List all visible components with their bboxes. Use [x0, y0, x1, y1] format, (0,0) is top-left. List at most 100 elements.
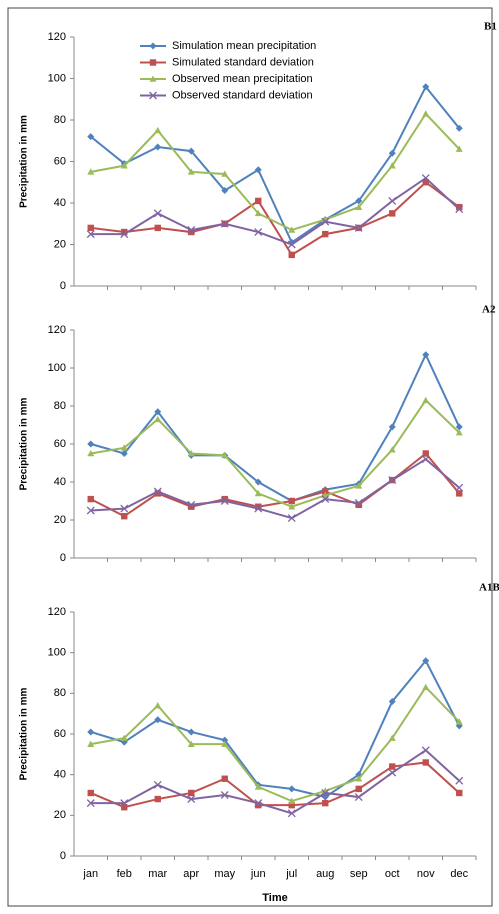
- y-tick-label: 100: [48, 72, 66, 84]
- point: [120, 444, 128, 451]
- point: [355, 501, 362, 508]
- point: [154, 143, 162, 151]
- point: [154, 490, 161, 497]
- point: [455, 429, 463, 436]
- point: [87, 440, 95, 448]
- series-line: [90, 685, 460, 803]
- y-tick-label: 0: [60, 850, 66, 862]
- y-tick-label: 20: [54, 514, 66, 526]
- y-axis-title: Precipitation in mm: [19, 115, 30, 208]
- point: [149, 91, 157, 100]
- point: [154, 408, 162, 416]
- x-tick-label: feb: [117, 868, 132, 880]
- point: [422, 351, 430, 359]
- panel-title: B1: [484, 21, 497, 33]
- point: [455, 423, 463, 431]
- point: [154, 224, 161, 232]
- y-tick-label: 60: [54, 155, 66, 167]
- legend-label: Observed mean precipitation: [172, 73, 313, 85]
- point: [188, 228, 195, 236]
- point: [422, 396, 430, 404]
- point: [455, 205, 464, 214]
- point: [455, 124, 463, 132]
- point: [86, 230, 95, 239]
- point: [221, 451, 229, 459]
- point: [187, 728, 195, 736]
- point: [87, 740, 95, 747]
- point: [421, 174, 430, 183]
- series-line: [90, 112, 460, 232]
- x-tick-label: jul: [285, 868, 297, 880]
- point: [120, 799, 129, 808]
- point: [354, 793, 363, 801]
- y-tick-label: 0: [60, 280, 66, 292]
- y-axis-title: Precipitation in mm: [19, 687, 30, 780]
- point: [355, 203, 363, 210]
- series-line: [90, 761, 460, 809]
- series-line: [90, 457, 460, 520]
- point: [154, 702, 162, 709]
- point: [355, 775, 363, 782]
- series-line: [90, 398, 460, 508]
- point: [187, 450, 195, 457]
- point: [322, 488, 329, 495]
- point: [188, 503, 195, 510]
- series-line: [90, 749, 460, 815]
- point: [87, 224, 94, 232]
- point: [254, 166, 262, 174]
- y-tick-label: 20: [54, 238, 66, 250]
- y-tick-label: 40: [54, 197, 66, 209]
- point: [187, 226, 196, 234]
- point: [287, 809, 296, 818]
- point: [121, 513, 128, 520]
- x-axis-title: Time: [262, 892, 287, 904]
- point: [254, 504, 263, 513]
- x-tick-label: oct: [385, 868, 400, 880]
- y-tick-label: 0: [60, 552, 66, 564]
- point: [388, 476, 397, 485]
- point: [421, 746, 430, 755]
- point: [422, 179, 429, 186]
- point: [254, 209, 262, 217]
- point: [255, 197, 262, 205]
- y-tick-label: 40: [54, 769, 66, 781]
- point: [255, 801, 262, 809]
- point: [154, 716, 162, 724]
- point: [422, 110, 430, 117]
- point: [187, 500, 196, 509]
- point: [388, 423, 396, 431]
- point: [455, 718, 463, 725]
- series-line: [90, 176, 460, 246]
- y-tick-label: 20: [54, 809, 66, 821]
- point: [221, 170, 229, 177]
- point: [87, 495, 94, 503]
- series-line: [90, 452, 461, 518]
- point: [254, 478, 262, 486]
- point: [388, 734, 396, 741]
- point: [388, 149, 396, 157]
- point: [422, 450, 429, 457]
- point: [221, 187, 229, 195]
- y-tick-label: 60: [54, 438, 66, 450]
- point: [322, 799, 329, 807]
- x-tick-label: mar: [148, 868, 167, 880]
- point: [220, 791, 229, 799]
- point: [120, 504, 129, 513]
- point: [288, 797, 296, 804]
- point: [288, 503, 296, 510]
- legend-label: Observed standard deviation: [172, 89, 313, 101]
- point: [389, 763, 396, 770]
- point: [153, 209, 162, 218]
- series-line: [90, 658, 461, 799]
- point: [149, 42, 157, 50]
- x-tick-label: jan: [82, 868, 98, 880]
- point: [422, 759, 429, 766]
- x-tick-label: may: [214, 868, 235, 880]
- legend-label: Simulated standard deviation: [172, 56, 314, 68]
- point: [388, 196, 397, 205]
- series-line: [90, 84, 461, 244]
- point: [456, 789, 463, 797]
- y-tick-label: 80: [54, 114, 66, 126]
- point: [120, 450, 128, 457]
